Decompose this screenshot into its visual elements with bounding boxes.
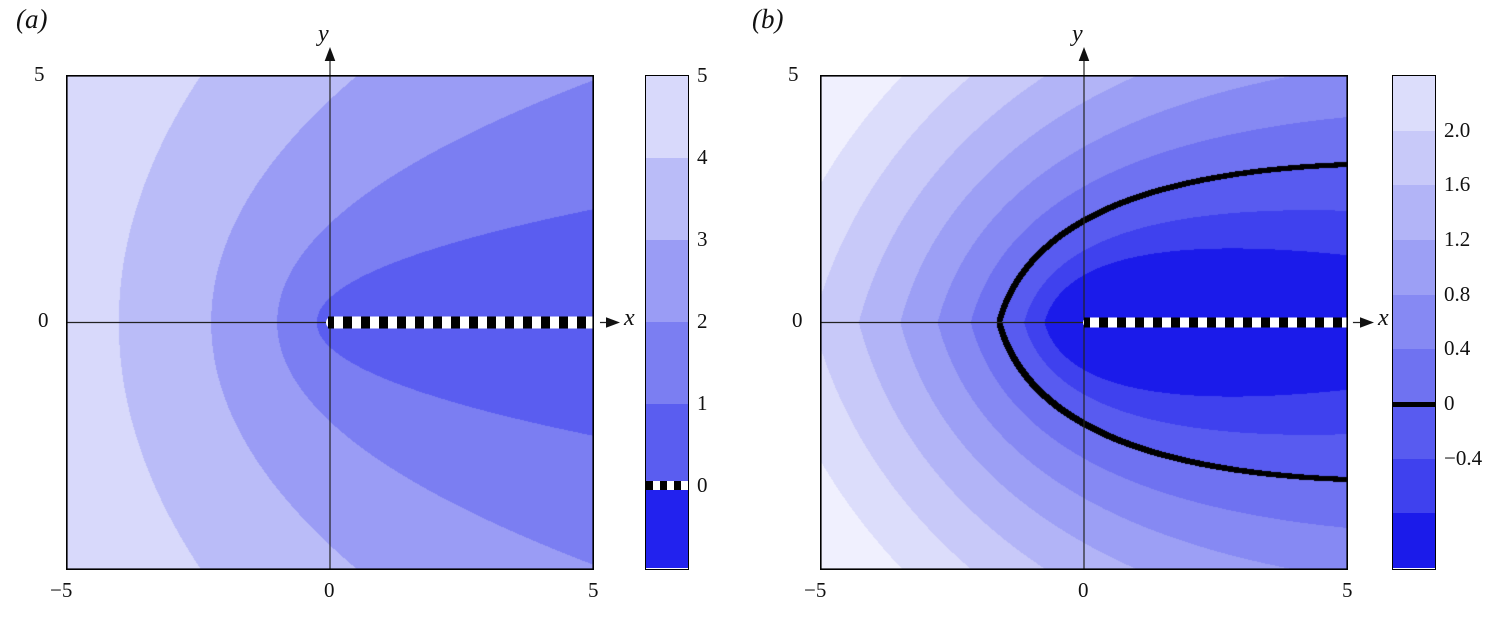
- plot-a: 5 0 −5 0 5 x y: [34, 21, 635, 602]
- x-tick-5: 5: [1342, 578, 1353, 602]
- colorbar-tick-label: 1.6: [1444, 172, 1471, 197]
- colorbar-tick-label: 3: [697, 226, 708, 251]
- y-axis-arrow-icon: [324, 47, 336, 61]
- colorbar-tick-label: 2: [697, 309, 708, 333]
- colorbar-a: [645, 75, 689, 570]
- colorbar-tick-label: 0.8: [1444, 281, 1471, 306]
- y-tick-5: 5: [788, 62, 799, 86]
- x-tick-5: 5: [588, 578, 599, 602]
- colorbar-band: [1393, 76, 1435, 131]
- x-axis-arrow-icon: [606, 317, 620, 328]
- colorbar-band: [1393, 239, 1435, 295]
- y-axis-label: y: [1072, 21, 1083, 47]
- plot-frame: [66, 75, 595, 570]
- colorbar-band: [646, 486, 688, 568]
- y-tick-0: 0: [38, 308, 49, 332]
- colorbar-band: [646, 76, 688, 158]
- panel-b-label: (b): [752, 4, 784, 34]
- y-tick-5: 5: [34, 62, 45, 86]
- plot-b: 5 0 −5 0 5 x y: [788, 21, 1389, 602]
- colorbar-zero-dashed-marker: [646, 481, 688, 491]
- colorbar-band: [1393, 294, 1435, 350]
- x-tick-0: 0: [324, 578, 335, 602]
- colorbar-tick-label: 5: [697, 63, 708, 87]
- colorbar-tick-label: 0: [697, 472, 708, 497]
- axes-overlay-b: [820, 47, 1374, 570]
- colorbar-band: [1393, 513, 1435, 568]
- colorbar-tick-label: 0: [1444, 391, 1455, 416]
- colorbar-band: [646, 158, 688, 240]
- panel-a-label: (a): [16, 4, 48, 34]
- y-tick-0: 0: [792, 308, 803, 332]
- colorbar-b: [1392, 75, 1436, 570]
- colorbar-band: [646, 240, 688, 322]
- colorbar-band: [1393, 458, 1435, 514]
- colorbar-tick-label: 1.2: [1444, 226, 1471, 251]
- x-axis-label: x: [624, 305, 635, 331]
- colorbar-tick-label: 1: [697, 391, 708, 416]
- y-axis-label: y: [318, 21, 329, 47]
- colorbar-band: [646, 404, 688, 486]
- colorbar-tick-label: 4: [697, 145, 708, 170]
- x-axis-label: x: [1378, 305, 1389, 331]
- colorbar-band: [1393, 403, 1435, 459]
- x-axis-arrow-icon: [1360, 317, 1374, 328]
- colorbar-zero-line-marker: [1393, 401, 1435, 407]
- plot-frame: [820, 75, 1349, 570]
- colorbar-band: [1393, 349, 1435, 404]
- colorbar-tick-label: −0.4: [1444, 445, 1483, 470]
- colorbar-tick-label: 2.0: [1444, 117, 1471, 142]
- colorbar-b-labels: 2.0 1.6 1.2 0.8 0.4 0 −0.4: [1436, 75, 1496, 570]
- x-tick-neg5: −5: [50, 578, 73, 602]
- colorbar-band: [646, 322, 688, 404]
- x-tick-0: 0: [1078, 578, 1089, 602]
- y-axis-arrow-icon: [1078, 47, 1090, 61]
- colorbar-band: [1393, 130, 1435, 186]
- axes-overlay-a: [66, 47, 620, 570]
- x-tick-neg5: −5: [804, 578, 827, 602]
- colorbar-tick-label: 0.4: [1444, 336, 1471, 361]
- colorbar-band: [1393, 185, 1435, 240]
- colorbar-a-labels: 5 4 3 2 1 0: [689, 63, 749, 570]
